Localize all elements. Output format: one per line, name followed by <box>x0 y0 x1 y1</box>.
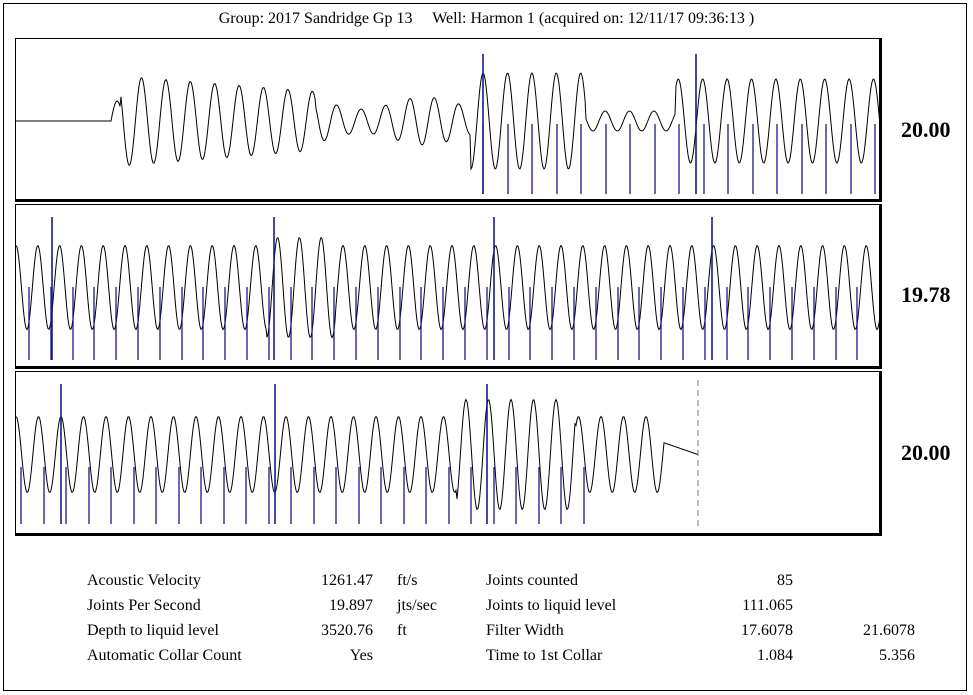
acoustic-trace-line <box>16 72 879 171</box>
stat-value-acoustic-velocity: 1261.47 <box>321 572 373 589</box>
stat-unit-acoustic-velocity: ft/s <box>397 572 418 589</box>
stat-label-acoustic-velocity: Acoustic Velocity <box>87 572 201 589</box>
stat-label-joints-per-second: Joints Per Second <box>87 597 201 614</box>
trace-plot-1 <box>16 54 879 194</box>
trace-panel-2 <box>15 204 882 369</box>
stat-value-joints-per-second: 19.897 <box>329 597 373 614</box>
stat-unit-depth-to-liquid: ft <box>397 622 407 639</box>
window-frame <box>3 3 967 691</box>
stat-value-filter-width: 17.6078 <box>741 622 793 639</box>
group-label: Group: 2017 Sandridge Gp 13 <box>218 10 413 27</box>
stat-value-joints-counted: 85 <box>777 572 793 589</box>
well-label: Well: Harmon 1 (acquired on: 12/11/17 09… <box>432 10 755 27</box>
stat-value-joints-to-liquid: 111.065 <box>742 597 793 614</box>
panel-2-jps-value: 19.78 <box>901 282 951 307</box>
stat-value-depth-to-liquid: 3520.76 <box>321 622 373 639</box>
stat-label-joints-counted: Joints counted <box>486 572 578 589</box>
stat-value-time-first-collar: 1.084 <box>757 647 793 664</box>
acoustic-trace-line <box>16 398 699 511</box>
header: Group: 2017 Sandridge Gp 13 Well: Harmon… <box>0 10 973 28</box>
acoustic-trace-line <box>16 236 879 339</box>
trace-plot-2 <box>16 217 879 360</box>
stat-label-joints-to-liquid: Joints to liquid level <box>486 597 617 614</box>
stat-label-filter-width: Filter Width <box>486 622 564 639</box>
stat-unit-joints-per-second: jts/sec <box>397 597 437 614</box>
trace-panel-1 <box>15 38 882 202</box>
stat-label-time-first-collar: Time to 1st Collar <box>486 647 603 664</box>
stat-label-auto-collar: Automatic Collar Count <box>87 647 242 664</box>
trace-panel-3 <box>15 371 882 536</box>
stat-value2-filter-width: 21.6078 <box>863 622 915 639</box>
stat-label-depth-to-liquid: Depth to liquid level <box>87 622 219 639</box>
panel-3-jps-value: 20.00 <box>901 440 951 465</box>
stat-value2-time-first-collar: 5.356 <box>879 647 915 664</box>
stat-value-auto-collar: Yes <box>349 647 373 664</box>
panel-1-jps-value: 20.00 <box>901 117 951 142</box>
trace-plot-3 <box>16 380 699 527</box>
